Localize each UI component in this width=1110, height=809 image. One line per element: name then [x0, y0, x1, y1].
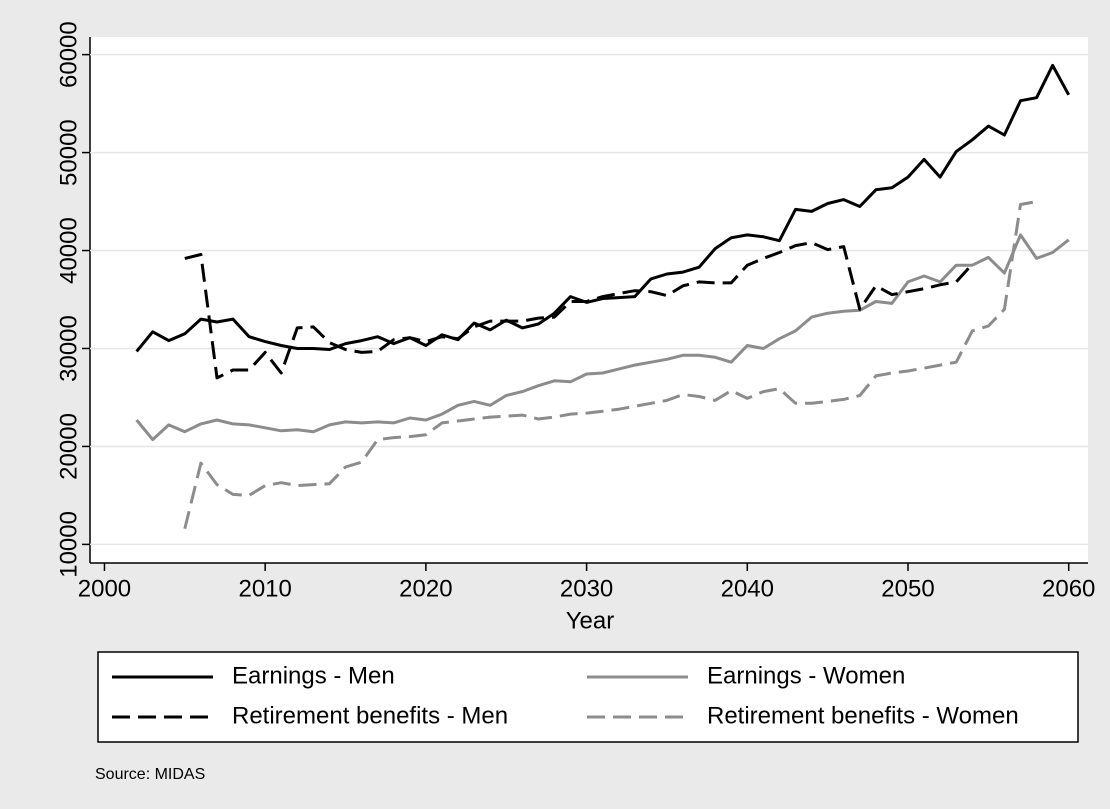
y-tick-label: 20000	[55, 413, 82, 480]
x-tick-label: 2050	[881, 575, 934, 602]
source-note: Source: MIDAS	[95, 766, 205, 783]
legend-label: Retirement benefits - Women	[707, 702, 1019, 729]
series-line	[184, 241, 974, 380]
legend	[97, 651, 1079, 743]
series-line	[135, 63, 1071, 353]
x-tick-label: 2010	[238, 575, 291, 602]
legend-label: Retirement benefits - Men	[232, 702, 508, 729]
x-axis-title: Year	[566, 607, 615, 634]
x-tick-label: 2000	[78, 575, 131, 602]
series-line	[135, 233, 1070, 442]
x-tick-label: 2030	[560, 575, 613, 602]
y-tick-label: 30000	[55, 315, 82, 382]
x-tick-label: 2040	[721, 575, 774, 602]
y-tick-label: 50000	[55, 119, 82, 186]
x-tick-label: 2060	[1042, 575, 1095, 602]
series-line	[183, 200, 1037, 530]
legend-label: Earnings - Men	[232, 662, 395, 689]
y-tick-label: 60000	[55, 21, 82, 88]
y-tick-label: 40000	[55, 217, 82, 284]
y-tick-label: 10000	[55, 511, 82, 578]
legend-label: Earnings - Women	[707, 662, 905, 689]
x-tick-label: 2020	[399, 575, 452, 602]
